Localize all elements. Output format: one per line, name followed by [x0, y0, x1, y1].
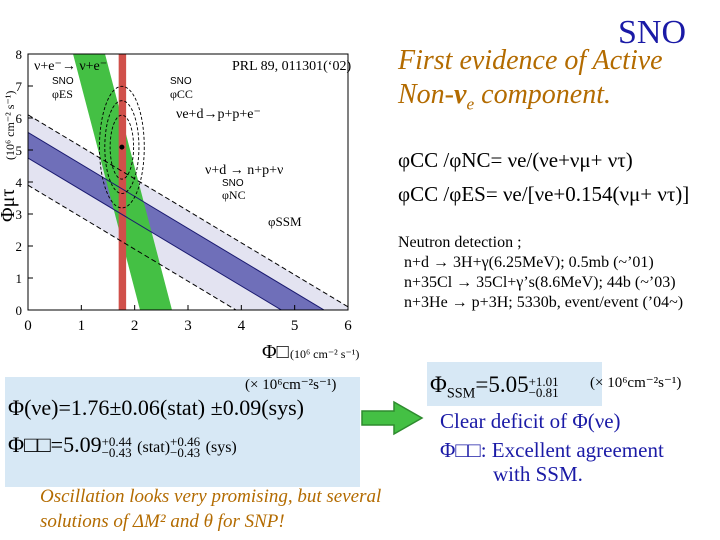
ssm-flux: ΦSSM=5.05+1.01 −0.81: [430, 372, 559, 402]
y-tick-label: 5: [16, 143, 23, 158]
neutron-line: n+35Cl → 35Cl+γ’s(8.6MeV); 44b (~’03): [404, 274, 676, 291]
y-axis-label: Φμτ: [0, 189, 19, 222]
ssm-box: [427, 362, 602, 406]
sno-es-label: SNO: [52, 76, 74, 87]
headline-line1: First evidence of Active: [398, 45, 663, 76]
sno-cc-label: SNO: [170, 76, 192, 87]
contour-ellipse: [99, 85, 145, 209]
y-tick-label: 0: [16, 303, 23, 318]
results-box: [5, 377, 360, 487]
y-tick-label: 4: [16, 175, 23, 190]
ssm-label: φSSM: [268, 214, 302, 229]
y-tick-label: 2: [16, 239, 23, 254]
oscillation-note: Oscillation looks very promising, but se…: [40, 484, 381, 534]
y-tick-label: 7: [16, 79, 23, 94]
phi-nc-label: φNC: [222, 188, 246, 202]
y-tick-label: 6: [16, 111, 23, 126]
x-tick-label: 3: [184, 318, 192, 334]
x-tick-label: 6: [344, 318, 352, 334]
oscillation-line2: solutions of ΔM² and θ for SNP!: [40, 511, 285, 532]
y-axis-unit: (10⁶ cm⁻² s⁻¹): [3, 91, 17, 160]
neutron-detection: Neutron detection ; n+d → 3H+γ(6.25MeV);…: [398, 233, 683, 313]
y-tick-label: 1: [16, 271, 23, 286]
phi-e-result: Φ(νe)=1.76±0.06(stat) ±0.09(sys): [8, 395, 304, 420]
neutron-line: n+d → 3H+γ(6.25MeV); 0.5mb (~’01): [404, 254, 654, 271]
citation: PRL 89, 011301(‘02): [232, 59, 351, 74]
nc-reaction-label: ν+d → n+p+ν: [205, 163, 283, 178]
cc-reaction-label: νe+d→p+p+e⁻: [176, 107, 261, 122]
best-fit-point: [119, 144, 125, 150]
right-arrow-icon: [361, 400, 424, 436]
cc-band: [118, 54, 127, 310]
x-tick-label: 4: [238, 318, 246, 334]
x-tick-label: 0: [24, 318, 32, 334]
neutron-heading: Neutron detection ;: [398, 234, 522, 251]
ssm-band-edge: [28, 114, 348, 308]
deficit-text: Clear deficit of Φ(νe): [440, 409, 621, 433]
phi-cc-label: φCC: [170, 87, 193, 101]
ssm-band-edge: [28, 184, 237, 310]
nc-band-edge: [28, 157, 283, 310]
headline: First evidence of Active Non-νe componen…: [398, 44, 663, 122]
x-axis-label: Φ□: [262, 341, 289, 363]
headline-line2: Non-νe component.: [398, 79, 612, 114]
y-tick-label: 3: [16, 207, 23, 222]
contour-ellipse: [104, 100, 140, 194]
contour-ellipse: [109, 114, 135, 180]
x-tick-label: 1: [78, 318, 86, 334]
nc-band-edge: [28, 131, 325, 310]
slide-title: SNO: [618, 14, 687, 51]
phi-es-label: φES: [52, 87, 73, 101]
ratio-cc-es: φCC /φES= νe/[νe+0.154(νμ+ ντ)]: [398, 182, 690, 206]
es-reaction-label: ν+e⁻→ ν+e⁻: [34, 59, 107, 74]
y-tick-label: 8: [16, 47, 23, 62]
agreement-text-2: with SSM.: [493, 462, 583, 486]
neutron-line: n+3He → p+3H; 5330b, event/event (’04~): [404, 294, 684, 311]
ratio-cc-nc: φCC /φNC= νe/(νe+νμ+ ντ): [398, 148, 633, 172]
oscillation-line1: Oscillation looks very promising, but se…: [40, 486, 382, 507]
x-tick-label: 2: [131, 318, 139, 334]
x-tick-label: 5: [291, 318, 299, 334]
agreement-text: Φ□□: Excellent agreement: [440, 438, 664, 462]
results-unit: (× 10⁶cm⁻²s⁻¹): [245, 377, 337, 393]
plot-bands: [28, 54, 348, 310]
x-axis-unit: (10⁶ cm⁻² s⁻¹): [290, 347, 359, 361]
sno-nc-label: SNO: [222, 178, 244, 189]
ssm-unit: (× 10⁶cm⁻²s⁻¹): [590, 375, 682, 391]
phi-mutau-result: Φ□□=5.09+0.44 −0.43 (stat)+0.46 −0.43 (sys…: [8, 432, 237, 460]
